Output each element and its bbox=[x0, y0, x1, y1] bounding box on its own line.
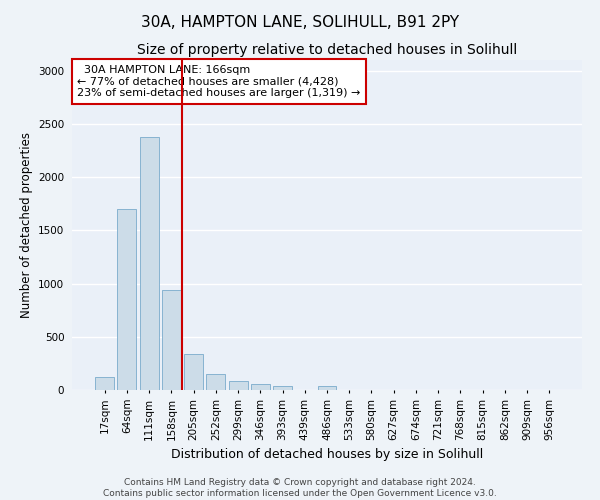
Bar bbox=[273, 386, 292, 390]
Bar bbox=[118, 209, 136, 390]
Text: 30A HAMPTON LANE: 166sqm
← 77% of detached houses are smaller (4,428)
23% of sem: 30A HAMPTON LANE: 166sqm ← 77% of detach… bbox=[77, 65, 361, 98]
Bar bbox=[317, 386, 337, 390]
Bar bbox=[95, 377, 114, 390]
Bar bbox=[251, 384, 270, 390]
Y-axis label: Number of detached properties: Number of detached properties bbox=[20, 132, 32, 318]
Title: Size of property relative to detached houses in Solihull: Size of property relative to detached ho… bbox=[137, 44, 517, 58]
X-axis label: Distribution of detached houses by size in Solihull: Distribution of detached houses by size … bbox=[171, 448, 483, 461]
Bar bbox=[206, 374, 225, 390]
Bar bbox=[162, 290, 181, 390]
Text: 30A, HAMPTON LANE, SOLIHULL, B91 2PY: 30A, HAMPTON LANE, SOLIHULL, B91 2PY bbox=[141, 15, 459, 30]
Bar bbox=[140, 136, 158, 390]
Text: Contains HM Land Registry data © Crown copyright and database right 2024.
Contai: Contains HM Land Registry data © Crown c… bbox=[103, 478, 497, 498]
Bar bbox=[229, 382, 248, 390]
Bar bbox=[184, 354, 203, 390]
